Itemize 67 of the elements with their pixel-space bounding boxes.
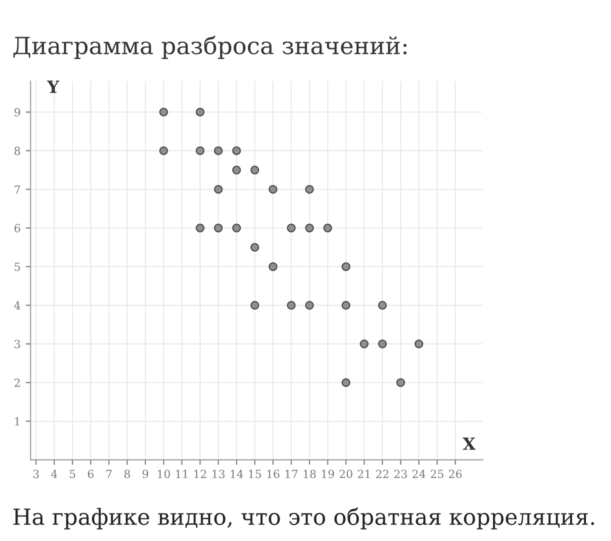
point <box>378 300 387 310</box>
point <box>305 224 314 232</box>
point <box>214 146 223 156</box>
point <box>214 184 223 194</box>
point <box>268 262 278 271</box>
point <box>305 300 314 310</box>
text: На графике видно, что это обратная корреляция. <box>13 508 594 530</box>
point <box>360 340 369 348</box>
y-tick-label: 8 <box>14 146 20 156</box>
point <box>232 146 241 156</box>
x-tick-label: 13 <box>212 470 225 478</box>
x-tick-label: 12 <box>194 470 206 478</box>
x-tick-label: 5 <box>70 470 76 478</box>
x-tick-label: 20 <box>340 470 352 478</box>
y-tick-label: 7 <box>14 185 20 194</box>
x-tick-label: 26 <box>449 470 462 478</box>
point <box>342 262 350 271</box>
point <box>414 340 424 348</box>
point <box>196 224 204 232</box>
x-tick-label: 10 <box>158 470 170 478</box>
point <box>196 108 204 116</box>
point <box>396 378 406 387</box>
y-tick-label: 4 <box>14 301 20 310</box>
x-tick-label: 16 <box>267 470 280 478</box>
y-tick-label: 2 <box>14 378 20 387</box>
x-tick-label: 9 <box>142 470 148 478</box>
point <box>159 146 168 156</box>
x-tick-label: 15 <box>249 470 262 478</box>
y-tick-label: 9 <box>14 108 20 116</box>
y-tick-label: 5 <box>14 262 20 272</box>
point <box>250 166 260 174</box>
point <box>378 340 387 348</box>
point <box>268 184 278 194</box>
x-tick-label: 14 <box>230 470 244 478</box>
point <box>159 108 168 116</box>
x-tick-label: 3 <box>33 470 39 478</box>
x-tick-label: 11 <box>176 470 188 478</box>
point <box>342 300 350 310</box>
point <box>232 166 241 174</box>
point <box>323 224 332 232</box>
x-tick-label: 8 <box>124 470 130 478</box>
y-tick-label: 6 <box>14 224 20 232</box>
point <box>250 242 260 252</box>
x-tick-label: 18 <box>304 470 316 478</box>
point <box>305 184 314 194</box>
point <box>250 300 260 310</box>
point <box>232 224 241 232</box>
x-tick-label: 21 <box>358 470 370 478</box>
point <box>342 378 350 387</box>
x-tick-label: 22 <box>376 470 388 478</box>
y-tick-label: 1 <box>15 417 20 426</box>
point <box>286 224 296 232</box>
point <box>286 300 296 310</box>
x-tick-label: 7 <box>106 470 112 478</box>
x-tick-label: 6 <box>88 470 94 478</box>
point <box>196 146 204 156</box>
x-tick-label: 24 <box>412 470 426 478</box>
y-tick-label: 3 <box>14 340 20 348</box>
point <box>214 224 223 232</box>
y-axis-title: Y <box>47 80 60 93</box>
x-tick-label: 17 <box>286 470 298 478</box>
x-tick-label: 4 <box>51 470 58 478</box>
x-tick-label: 19 <box>322 470 334 478</box>
x-tick-label: 23 <box>394 470 407 478</box>
chart-title: Диаграмма разброса значений: <box>13 36 407 60</box>
x-axis-title: X <box>462 438 476 450</box>
x-tick-label: 25 <box>430 470 444 478</box>
